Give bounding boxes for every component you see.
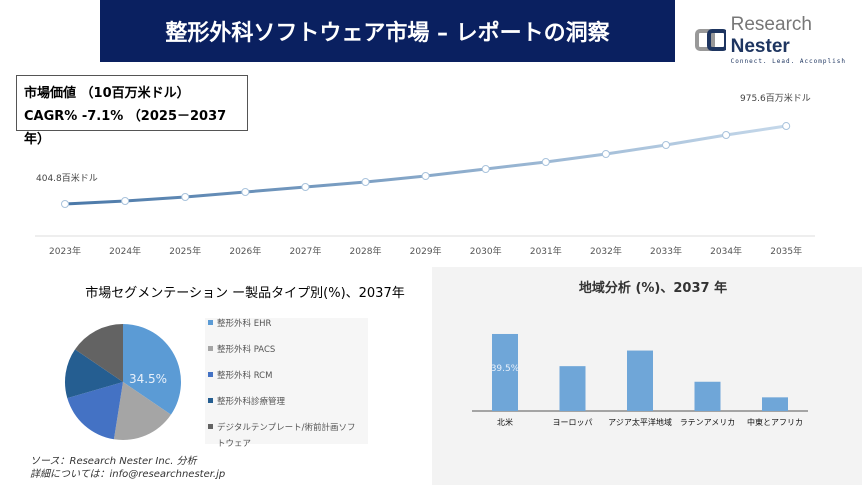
bar: [694, 381, 721, 411]
line-point: [241, 188, 250, 197]
x-tick-label: 2027年: [289, 245, 321, 257]
x-tick-label: 2031年: [530, 245, 562, 257]
line-point: [481, 165, 490, 173]
pie-slice: [113, 382, 171, 440]
x-tick-label: 2024年: [109, 245, 141, 257]
x-tick-label: 2025年: [169, 245, 201, 257]
pie-title: 市場セグメンテーション ー製品タイプ別(%)、2037年: [85, 285, 404, 301]
legend-label: 整形外科 PACS: [217, 344, 275, 355]
x-tick-label: 2034年: [710, 245, 742, 257]
legend-label: デジタルテンプレート/術前計画ソフ: [217, 422, 355, 433]
pie-slice: [67, 382, 123, 440]
bar: [762, 397, 788, 411]
x-category-label: ヨーロッパ: [553, 418, 593, 427]
x-tick-label: 2026年: [229, 245, 261, 257]
logo: Research Nester Connect. Lead. Accomplis…: [695, 14, 862, 65]
cagr-label: CAGR% -7.1% （2025－2037年）: [24, 109, 227, 147]
bar-title: 地域分析 (%)、2037 年: [579, 280, 727, 296]
kpi-box: 市場価値 （10百万米ドル） CAGR% -7.1% （2025－2037年）: [16, 75, 248, 147]
logo-text-bold: Nester: [730, 36, 790, 57]
first-data-label: 404.8百米ドル: [36, 172, 98, 184]
legend-label: 整形外科診療管理: [217, 396, 286, 407]
line-point: [662, 141, 670, 150]
legend-label: トウェア: [217, 439, 251, 449]
line-point: [601, 150, 610, 158]
source-note: ソース：Research Nester Inc. 分析 詳細については：info…: [30, 455, 225, 481]
bar: [492, 333, 518, 411]
line-point: [181, 193, 190, 202]
legend-swatch: [208, 320, 213, 325]
x-tick-label: 2028年: [350, 245, 382, 257]
logo-icon: [695, 28, 726, 51]
x-category-label: アジア太平洋地域: [608, 417, 672, 427]
logo-text: Research: [730, 14, 812, 35]
line-series: [64, 124, 787, 206]
page-title: 整形外科ソフトウェア市場 – レポートの洞察: [100, 0, 675, 62]
pie-slice: [75, 324, 123, 382]
legend-swatch: [208, 372, 213, 377]
legend-label: 整形外科 RCM: [217, 370, 272, 381]
x-category-label: ラテンアメリカ: [680, 418, 736, 427]
line-point: [421, 172, 430, 181]
legend-swatch: [208, 346, 213, 351]
line-point: [541, 158, 550, 167]
pie-slice: [65, 349, 123, 399]
market-value-label: 市場価値 （10百万米ドル）: [24, 86, 190, 101]
x-category-label: 中東とアフリカ: [747, 417, 803, 427]
source-text: ソース：Research Nester Inc. 分析: [30, 456, 197, 467]
line-point: [361, 178, 370, 187]
x-tick-label: 2032年: [590, 245, 622, 257]
bar-chart: 地域分析 (%)、2037 年 北米 ヨーロッパ アジア太平洋地域 ラテンアメリカ 中東…: [472, 280, 808, 427]
contact-text: 詳細については：info@researchnester.jp: [30, 469, 226, 480]
legend-swatch: [208, 424, 213, 429]
legend-bg: [205, 318, 368, 444]
logo-tagline: Connect. Lead. Accomplish: [730, 58, 846, 65]
legend-label: 整形外科 EHR: [217, 318, 271, 329]
legend-swatch: [208, 398, 213, 403]
x-tick-label: 2035年: [770, 245, 802, 257]
line-chart: 2023年 2024年 2025年 2026年 2027年 2028年 2029年 2030年…: [35, 92, 815, 257]
bar: [627, 350, 653, 411]
x-tick-label: 2029年: [410, 245, 442, 257]
x-category-label: 北米: [497, 417, 513, 427]
x-tick-label: 2023年: [49, 245, 81, 257]
bar-data-label: 39.5%: [491, 364, 520, 374]
line-point: [121, 196, 130, 205]
line-point: [61, 200, 69, 208]
pie-data-label: 34.5%: [129, 372, 167, 386]
x-tick-label: 2033年: [650, 245, 682, 257]
line-point: [782, 122, 791, 131]
line-point: [722, 131, 731, 140]
pie-chart: 市場セグメンテーション ー製品タイプ別(%)、2037年 34.5% 整形外科 E…: [65, 285, 405, 449]
bar: [559, 366, 586, 411]
last-data-label: 975.6百万米ドル: [740, 92, 811, 104]
line-point: [301, 183, 310, 192]
x-tick-label: 2030年: [470, 245, 502, 257]
pie-slice: [123, 324, 181, 415]
